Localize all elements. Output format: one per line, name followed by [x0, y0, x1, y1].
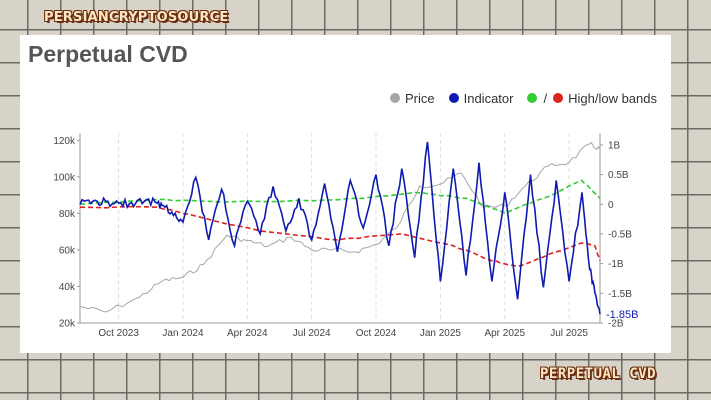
high-band-line	[79, 179, 601, 215]
y-right-tick-label: -0.5B	[608, 229, 632, 240]
low-band-dot-icon	[553, 93, 564, 103]
indicator-series-line	[79, 141, 601, 315]
axes	[77, 133, 603, 324]
indicator-dot-icon	[448, 93, 459, 103]
legend-label-indicator: Indicator	[463, 90, 514, 106]
price-dot-icon	[389, 93, 400, 103]
price-series-line	[79, 141, 601, 313]
y-left-tick-label: 40k	[59, 282, 76, 293]
high-band-dot-icon	[527, 93, 538, 103]
x-tick-label: Oct 2023	[98, 328, 139, 339]
legend: Price Indicator / High/low bands	[389, 89, 657, 107]
y-left-tick-label: 60k	[59, 245, 76, 256]
y-left-tick-label: 120k	[53, 136, 76, 147]
chart-card: Perpetual CVD Price Indicator / High/low…	[20, 35, 671, 353]
last-value-label: -1.85B	[606, 309, 638, 321]
x-tick-label: Jan 2024	[162, 328, 204, 339]
y-left-tick-label: 100k	[53, 172, 76, 183]
x-tick-label: Jan 2025	[420, 328, 462, 339]
y-right-tick-label: -1B	[608, 259, 624, 270]
brand-watermark-top: PERSIANCRYPTOSOURCE	[44, 10, 229, 25]
legend-label-price: Price	[404, 90, 435, 106]
tick-labels: Oct 2023 Jan 2024 Apr 2024 Jul 2024 Oct 2024…	[53, 136, 632, 339]
legend-label-bands: High/low bands	[568, 90, 657, 106]
x-tick-label: Jul 2024	[293, 328, 331, 339]
x-tick-label: Apr 2025	[484, 328, 525, 339]
legend-item-bands[interactable]: / High/low bands	[527, 91, 657, 106]
chart-title: Perpetual CVD	[28, 41, 188, 67]
brand-watermark-bottom: PERPETUAL CVD	[540, 366, 657, 382]
y-right-tick-label: 0	[608, 200, 614, 211]
x-tick-label: Jul 2025	[550, 328, 588, 339]
legend-slash: /	[543, 90, 548, 106]
chart-plot: Oct 2023 Jan 2024 Apr 2024 Jul 2024 Oct 2024…	[53, 133, 638, 339]
y-right-tick-label: -2B	[608, 319, 624, 330]
y-right-tick-label: -1.5B	[608, 289, 632, 300]
y-right-tick-label: 0.5B	[608, 170, 629, 181]
y-right-tick-label: 1B	[608, 140, 621, 151]
gridlines	[118, 133, 570, 323]
x-tick-label: Oct 2024	[356, 328, 397, 339]
legend-item-price[interactable]: Price	[389, 90, 435, 106]
low-band-line	[79, 205, 601, 268]
legend-item-indicator[interactable]: Indicator	[448, 90, 514, 106]
y-left-tick-label: 80k	[59, 209, 76, 220]
x-tick-label: Apr 2024	[227, 328, 268, 339]
y-left-tick-label: 20k	[59, 319, 76, 330]
